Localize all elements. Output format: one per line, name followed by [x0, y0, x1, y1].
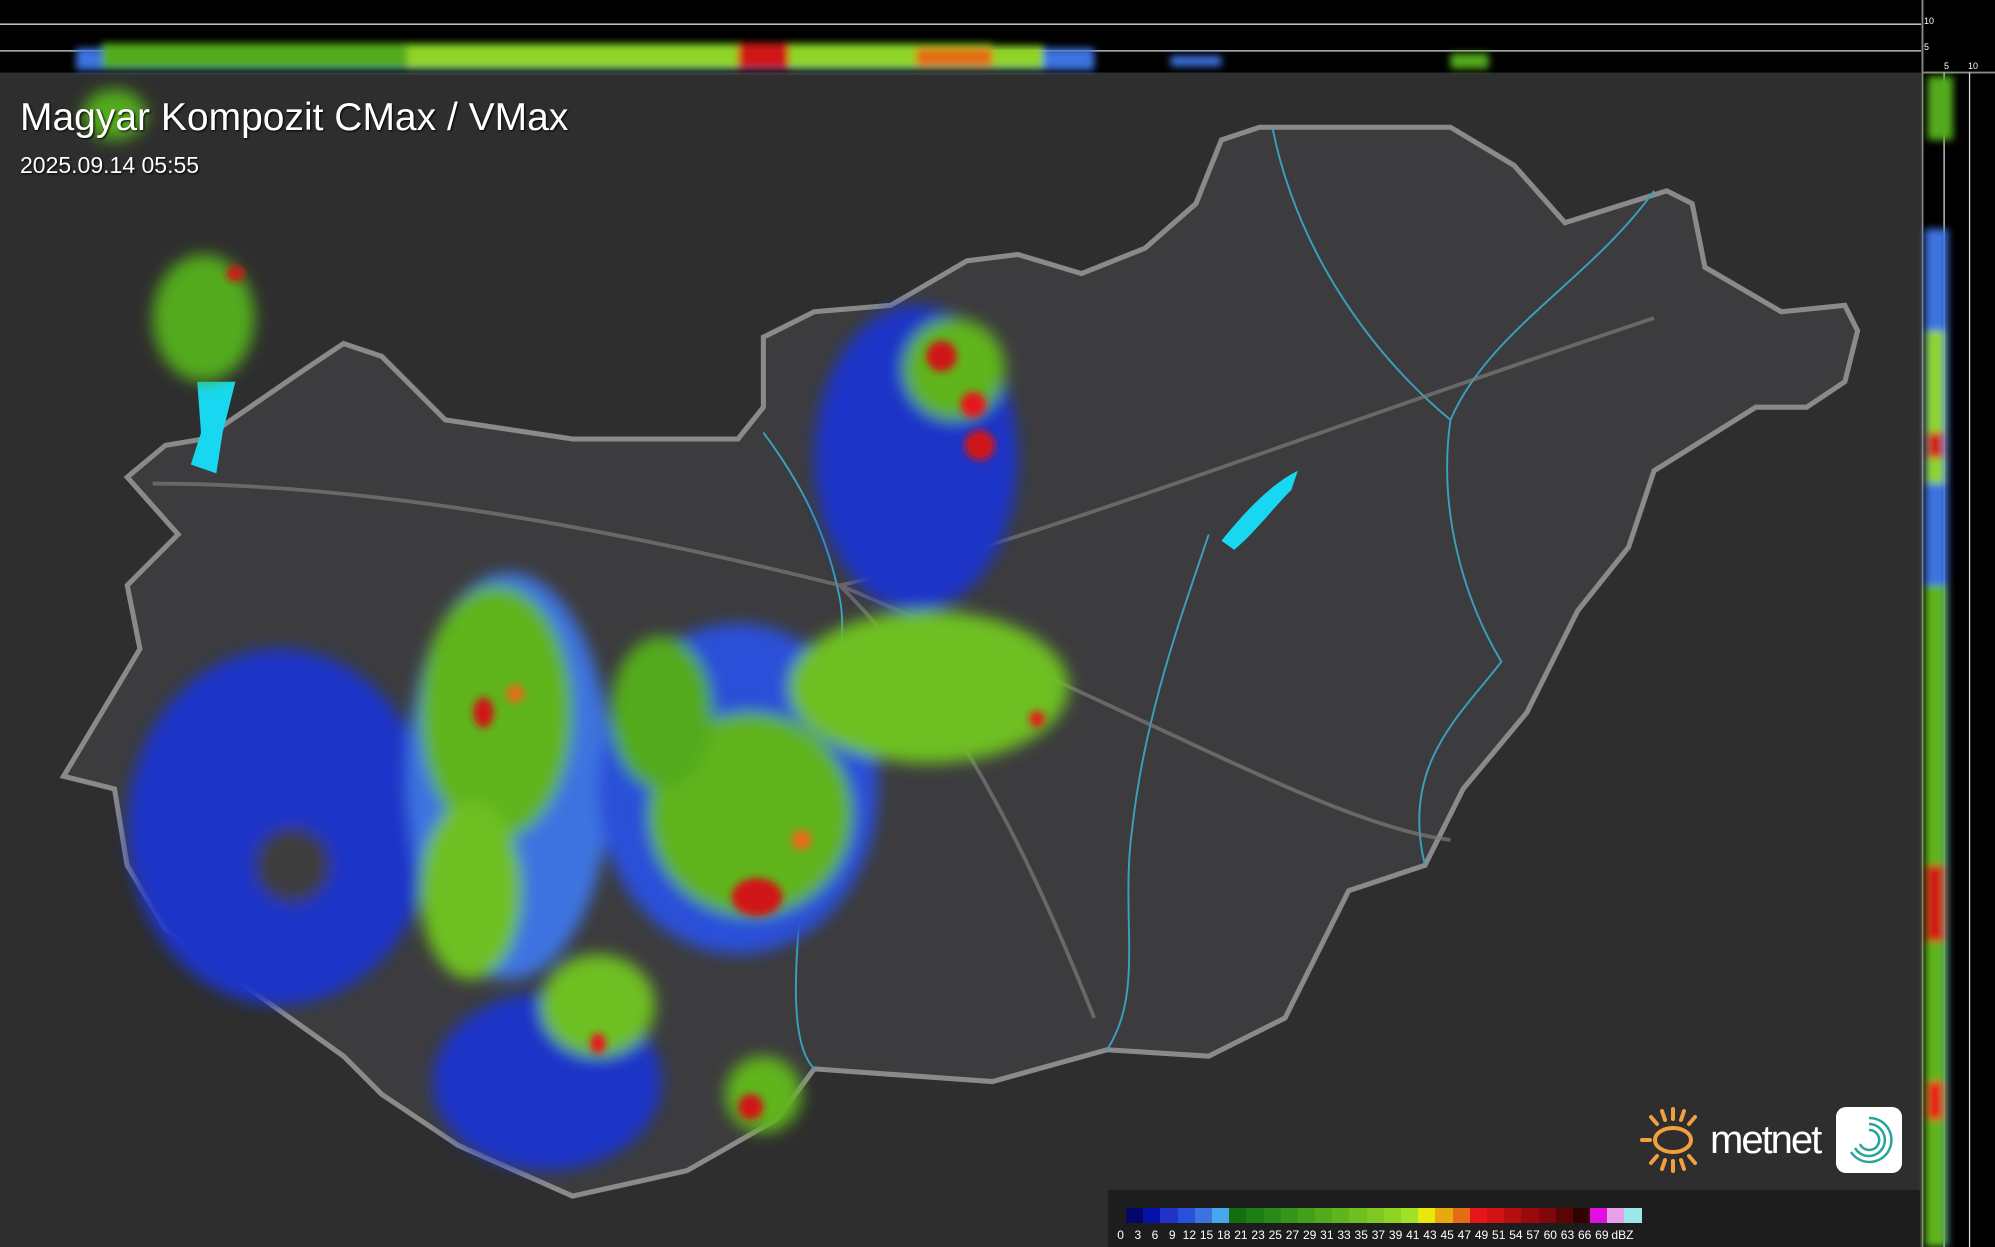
right-profile-label-10: 10: [1968, 61, 1979, 71]
legend-swatch: [1246, 1208, 1264, 1223]
legend-swatch: [1315, 1208, 1333, 1223]
top-profile-echoes: [76, 43, 1489, 70]
map-timestamp: 2025.09.14 05:55: [20, 152, 200, 178]
legend-swatch: [1590, 1208, 1608, 1223]
legend-swatch: [1572, 1208, 1591, 1223]
spiral-logo-icon: [1836, 1107, 1903, 1173]
legend-label: 33: [1337, 1228, 1351, 1242]
legend-swatch: [1469, 1208, 1487, 1223]
legend-swatch: [1143, 1208, 1161, 1223]
legend-label: 51: [1492, 1228, 1506, 1242]
legend-label: 37: [1371, 1228, 1386, 1242]
legend-swatch: [1211, 1208, 1230, 1223]
legend-swatch: [1332, 1208, 1350, 1223]
lake-neusiedl: [190, 381, 236, 474]
legend-label: 29: [1302, 1228, 1317, 1242]
legend-label: 60: [1543, 1228, 1557, 1242]
legend-swatch: [1366, 1208, 1384, 1223]
sun-logo-icon: [1640, 1107, 1697, 1173]
legend-label: 21: [1234, 1228, 1248, 1242]
top-profile-label-10: 10: [1924, 16, 1935, 26]
legend-label: 23: [1251, 1228, 1265, 1242]
legend-color-bar: [1126, 1208, 1642, 1223]
top-profile-label-5: 5: [1924, 42, 1930, 52]
legend-swatch: [1538, 1208, 1556, 1223]
radar-cores: [226, 265, 1045, 1120]
legend-label: 54: [1509, 1228, 1523, 1242]
legend-swatch: [1280, 1208, 1298, 1223]
legend-label: 41: [1406, 1228, 1420, 1242]
legend-swatch: [1263, 1208, 1281, 1223]
legend-label: 27: [1285, 1228, 1300, 1242]
legend-label: 45: [1440, 1228, 1454, 1242]
legend-swatch: [1607, 1208, 1625, 1223]
legend-swatch: [1229, 1208, 1247, 1223]
legend-label: 47: [1457, 1228, 1472, 1242]
legend-swatch: [1435, 1208, 1453, 1223]
legend-label: 57: [1526, 1228, 1540, 1242]
legend-label: 9: [1168, 1228, 1176, 1242]
legend-swatch: [1418, 1208, 1436, 1223]
legend-swatch: [1126, 1208, 1144, 1223]
map-title: Magyar Kompozit CMax / VMax: [20, 96, 569, 139]
legend-label: 69: [1595, 1228, 1609, 1242]
legend-swatch: [1521, 1208, 1539, 1223]
legend-label: 49: [1474, 1228, 1489, 1242]
right-profile-label-5: 5: [1944, 61, 1950, 71]
legend-swatch: [1504, 1208, 1522, 1223]
legend-swatch: [1177, 1208, 1195, 1223]
legend-unit: dBZ: [1611, 1228, 1634, 1242]
legend-label: 0: [1117, 1228, 1124, 1242]
legend-swatch: [1383, 1208, 1401, 1223]
legend-swatch: [1555, 1208, 1573, 1223]
legend-labels: 0 3 6 9 12 15 18 21 23 25 27 29 31 33 35 37 39 41 43 45 47 49…: [1112, 1228, 1634, 1242]
legend-label: 15: [1199, 1228, 1214, 1242]
radar-echoes: [82, 89, 1069, 1171]
legend-swatch: [1486, 1208, 1505, 1223]
logo-text: metnet: [1710, 1117, 1822, 1162]
legend-label: 12: [1182, 1228, 1197, 1242]
legend-swatch: [1349, 1208, 1367, 1223]
legend-swatch: [1401, 1208, 1419, 1223]
legend-swatch: [1194, 1208, 1212, 1223]
legend-swatch: [1160, 1208, 1178, 1223]
lake-balaton: [1221, 470, 1298, 550]
legend-swatch: [1452, 1208, 1470, 1223]
legend-label: 43: [1423, 1228, 1437, 1242]
legend-label: 6: [1151, 1228, 1159, 1242]
legend-label: 35: [1354, 1228, 1368, 1242]
legend-label: 31: [1320, 1228, 1334, 1242]
legend-label: 39: [1388, 1228, 1403, 1242]
legend-swatch: [1624, 1208, 1642, 1223]
legend-label: 25: [1268, 1228, 1282, 1242]
legend-label: 63: [1560, 1228, 1575, 1242]
legend-label: 3: [1134, 1228, 1142, 1242]
legend-swatch: [1297, 1208, 1316, 1223]
legend-label: 18: [1217, 1228, 1231, 1242]
metnet-logo: metnet: [1638, 1105, 1903, 1175]
dbz-color-legend: 0 3 6 9 12 15 18 21 23 25 27 29 31 33 35 37 39 41 43 45 47 49…: [1108, 1190, 1920, 1247]
legend-label: 66: [1577, 1228, 1592, 1242]
right-profile-echoes: [1925, 76, 1954, 1247]
